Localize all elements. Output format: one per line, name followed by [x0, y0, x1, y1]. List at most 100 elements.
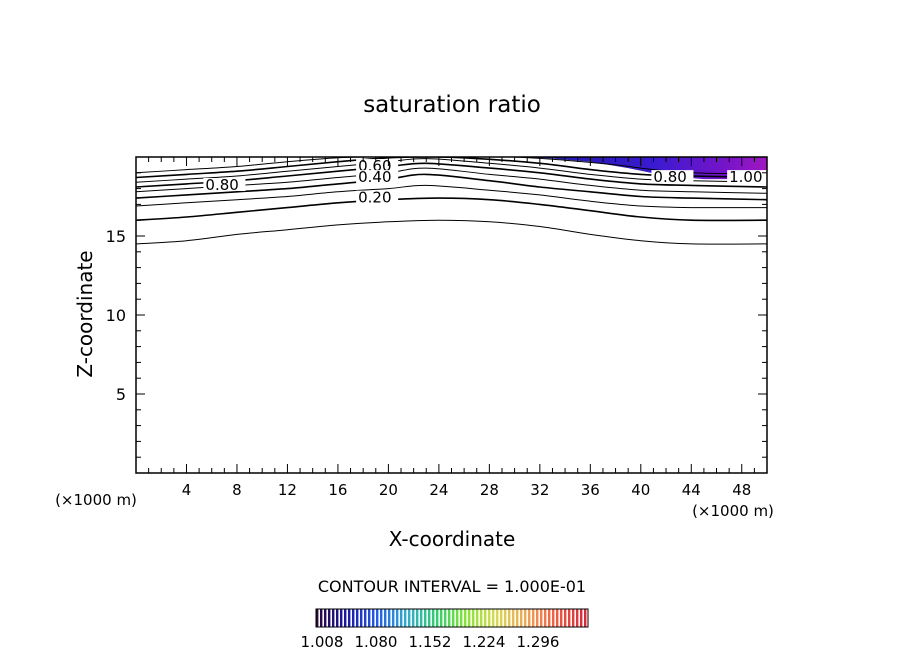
- x-tick-label: 44: [682, 481, 701, 499]
- colorbar-swatch: [424, 609, 427, 627]
- colorbar-swatch: [332, 609, 335, 627]
- chart-title: saturation ratio: [363, 92, 541, 118]
- x-tick-label: 4: [182, 481, 192, 499]
- colorbar-swatch: [388, 609, 391, 627]
- x-tick-label: 20: [379, 481, 398, 499]
- y-axis-label: Z-coordinate: [73, 250, 97, 377]
- x-tick-label: 12: [278, 481, 297, 499]
- contour-interval-text: CONTOUR INTERVAL = 1.000E-01: [318, 577, 586, 596]
- contour-label-bg: [727, 170, 770, 184]
- colorbar-swatch: [452, 609, 455, 627]
- colorbar-swatch: [464, 609, 467, 627]
- z-unit-label: (×1000 m): [692, 502, 774, 520]
- colorbar-swatch: [440, 609, 443, 627]
- contour-label-3: 0.20: [358, 189, 391, 207]
- colorbar-swatch: [508, 609, 511, 627]
- colorbar-swatch: [460, 609, 463, 627]
- contour-line-7: [136, 157, 767, 179]
- colorbar-swatch: [572, 609, 575, 627]
- colorbar-swatch: [520, 609, 523, 627]
- colorbar-swatch: [404, 609, 407, 627]
- colorbar-swatch: [496, 609, 499, 627]
- colorbar: [315, 608, 589, 628]
- colorbar-swatch: [400, 609, 403, 627]
- colorbar-swatch: [408, 609, 411, 627]
- colorbar-swatch: [532, 609, 535, 627]
- colorbar-swatch: [328, 609, 331, 627]
- colorbar-swatch: [568, 609, 571, 627]
- colorbar-swatch: [324, 609, 327, 627]
- colorbar-swatch: [492, 609, 495, 627]
- x-tick-label: 36: [581, 481, 600, 499]
- colorbar-swatch: [412, 609, 415, 627]
- contour-label-bg: [356, 190, 399, 204]
- colorbar-swatch: [376, 609, 379, 627]
- colorbar-swatch: [396, 609, 399, 627]
- contour-line-9: [514, 157, 767, 175]
- colorbar-swatch: [320, 609, 323, 627]
- colorbar-swatch: [528, 609, 531, 627]
- colorbar-swatch: [516, 609, 519, 627]
- colorbar-swatch: [416, 609, 419, 627]
- contour-line-2: [136, 184, 767, 209]
- colorbar-swatch: [336, 609, 339, 627]
- contour-label-4: 0.80: [653, 168, 686, 186]
- x-tick-label: 32: [530, 481, 549, 499]
- y-tick-label: 10: [106, 306, 126, 325]
- colorbar-swatch: [392, 609, 395, 627]
- colorbar-swatch: [436, 609, 439, 627]
- contour-labels: 0.800.600.400.200.80 1.00: [203, 157, 770, 207]
- colorbar-swatch: [484, 609, 487, 627]
- colorbar-swatch: [368, 609, 371, 627]
- contour-line-1: [136, 197, 767, 222]
- colorbar-tick-label: 1.224: [463, 633, 506, 651]
- colorbar-swatch: [352, 609, 355, 627]
- x-axis-label: X-coordinate: [389, 527, 516, 551]
- contour-label-2: 0.40: [358, 168, 391, 186]
- colorbar-swatch: [384, 609, 387, 627]
- colorbar-swatch: [348, 609, 351, 627]
- colorbar-swatch: [356, 609, 359, 627]
- contour-line-3: [136, 173, 767, 201]
- x-tick-label: 16: [328, 481, 347, 499]
- x-unit-label: (×1000 m): [55, 491, 137, 509]
- x-tick-label: 28: [480, 481, 499, 499]
- colorbar-swatch: [340, 609, 343, 627]
- colorbar-swatch: [500, 609, 503, 627]
- x-tick-label: 24: [429, 481, 448, 499]
- colorbar-swatch: [428, 609, 431, 627]
- contour-label-bg: [651, 170, 694, 184]
- colorbar-swatch: [476, 609, 479, 627]
- contour-label-5: 1.00: [729, 168, 762, 186]
- contour-label-bg: [203, 178, 246, 192]
- colorbar-swatch: [360, 609, 363, 627]
- colorbar-swatch: [488, 609, 491, 627]
- colorbar-swatch: [524, 609, 527, 627]
- colorbar-tick-label: 1.152: [409, 633, 452, 651]
- colorbar-swatch: [480, 609, 483, 627]
- colorbar-labels: 1.008 1.080 1.152 1.224 1.296: [301, 633, 560, 651]
- colorbar-swatch: [456, 609, 459, 627]
- colorbar-swatch: [380, 609, 383, 627]
- contour-line-0: [136, 219, 767, 245]
- colorbar-swatch: [364, 609, 367, 627]
- colorbar-swatch: [548, 609, 551, 627]
- contour-label-0: 0.80: [205, 176, 238, 194]
- colorbar-swatch: [584, 609, 587, 627]
- colorbar-swatch: [540, 609, 543, 627]
- x-tick-label: 40: [631, 481, 650, 499]
- contour-label-bg: [356, 170, 399, 184]
- x-tick-label: 48: [732, 481, 751, 499]
- colorbar-swatch: [536, 609, 539, 627]
- colorbar-swatch: [420, 609, 423, 627]
- colorbar-swatch: [468, 609, 471, 627]
- colorbar-swatch: [556, 609, 559, 627]
- colorbar-swatch: [432, 609, 435, 627]
- colorbar-swatch: [344, 609, 347, 627]
- colorbar-swatch: [504, 609, 507, 627]
- plot-frame: [135, 156, 768, 474]
- colorbar-swatch: [316, 609, 319, 627]
- colorbar-swatch: [448, 609, 451, 627]
- colorbar-swatch: [576, 609, 579, 627]
